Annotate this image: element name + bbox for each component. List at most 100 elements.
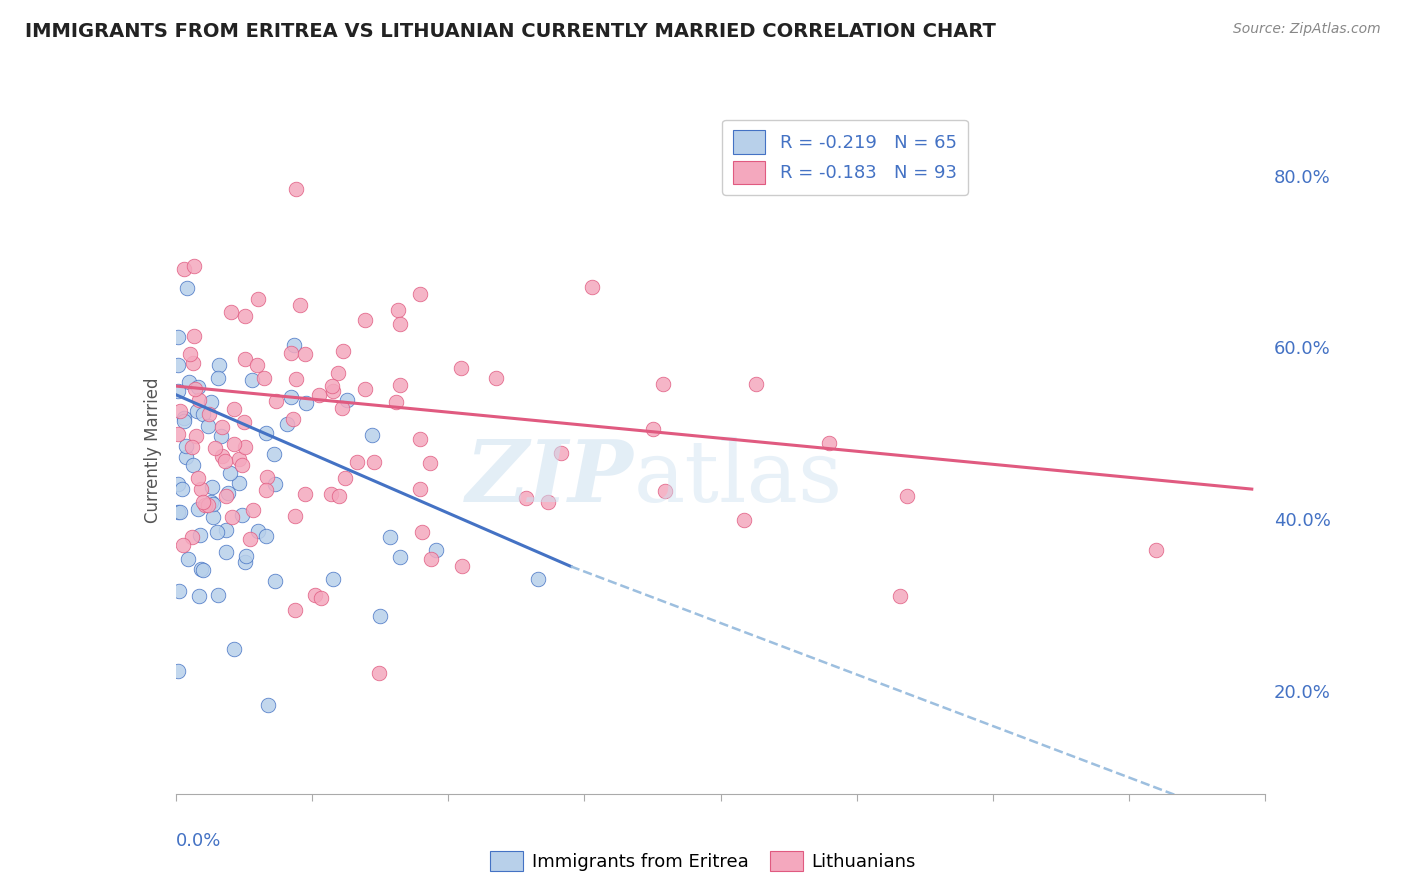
Point [284,508,307,523]
Point [219,305,242,319]
Point [186,404,208,418]
Point [176,552,198,566]
Point [188,589,211,603]
Point [654,483,676,498]
Point [264,477,287,491]
Point [263,447,285,461]
Point [174,450,197,464]
Point [332,343,354,358]
Point [194,498,217,512]
Point [322,572,344,586]
Point [328,366,350,380]
Point [1144,542,1167,557]
Point [280,346,302,360]
Point [304,588,326,602]
Point [295,396,318,410]
Point [294,486,316,500]
Point [321,487,343,501]
Point [254,483,277,497]
Point [183,329,205,343]
Point [256,698,278,712]
Point [187,471,209,485]
Point [188,528,211,542]
Point [240,373,263,387]
Point [183,259,205,273]
Point [652,377,675,392]
Point [239,532,262,546]
Point [235,549,257,564]
Point [173,414,195,428]
Point [187,379,209,393]
Point [173,262,195,277]
Point [233,415,256,429]
Point [450,361,472,376]
Point [288,298,311,312]
Point [201,509,224,524]
Point [283,337,305,351]
Point [184,429,207,443]
Point [207,371,229,385]
Point [388,550,411,565]
Point [409,482,432,496]
Point [197,419,219,434]
Point [190,482,212,496]
Point [202,497,225,511]
Point [485,371,508,385]
Point [354,383,377,397]
Point [354,313,377,327]
Legend: R = -0.219   N = 65, R = -0.183   N = 93: R = -0.219 N = 65, R = -0.183 N = 93 [723,120,967,194]
Point [167,384,190,398]
Point [550,445,572,459]
Point [328,489,350,503]
Point [363,455,385,469]
Point [209,429,232,443]
Point [215,544,238,558]
Point [254,425,277,440]
Point [167,330,190,344]
Point [527,572,550,586]
Point [283,411,305,425]
Point [387,302,409,317]
Point [181,355,204,369]
Point [336,393,359,408]
Point [201,480,224,494]
Point [181,530,204,544]
Point [191,495,214,509]
Point [170,483,193,497]
Point [167,427,190,442]
Point [368,666,391,681]
Point [361,428,384,442]
Point [581,279,603,293]
Point [222,642,245,657]
Point [228,451,250,466]
Point [197,498,219,512]
Point [211,420,233,434]
Point [285,182,308,196]
Point [411,524,433,539]
Point [264,394,287,409]
Point [389,317,412,331]
Point [368,608,391,623]
Point [191,563,214,577]
Point [231,508,253,523]
Point [247,524,270,538]
Point [817,436,839,450]
Point [385,395,408,409]
Point [205,524,228,539]
Point [187,501,209,516]
Point [256,470,278,484]
Y-axis label: Currently Married: Currently Married [143,377,162,524]
Point [207,588,229,602]
Point [389,377,412,392]
Point [641,422,664,436]
Text: IMMIGRANTS FROM ERITREA VS LITHUANIAN CURRENTLY MARRIED CORRELATION CHART: IMMIGRANTS FROM ERITREA VS LITHUANIAN CU… [25,22,997,41]
Point [537,495,560,509]
Point [425,542,447,557]
Point [264,574,287,588]
Point [215,489,238,503]
Point [419,552,441,566]
Point [745,377,768,392]
Point [187,393,209,408]
Legend: Immigrants from Eritrea, Lithuanians: Immigrants from Eritrea, Lithuanians [482,844,924,879]
Point [285,372,308,386]
